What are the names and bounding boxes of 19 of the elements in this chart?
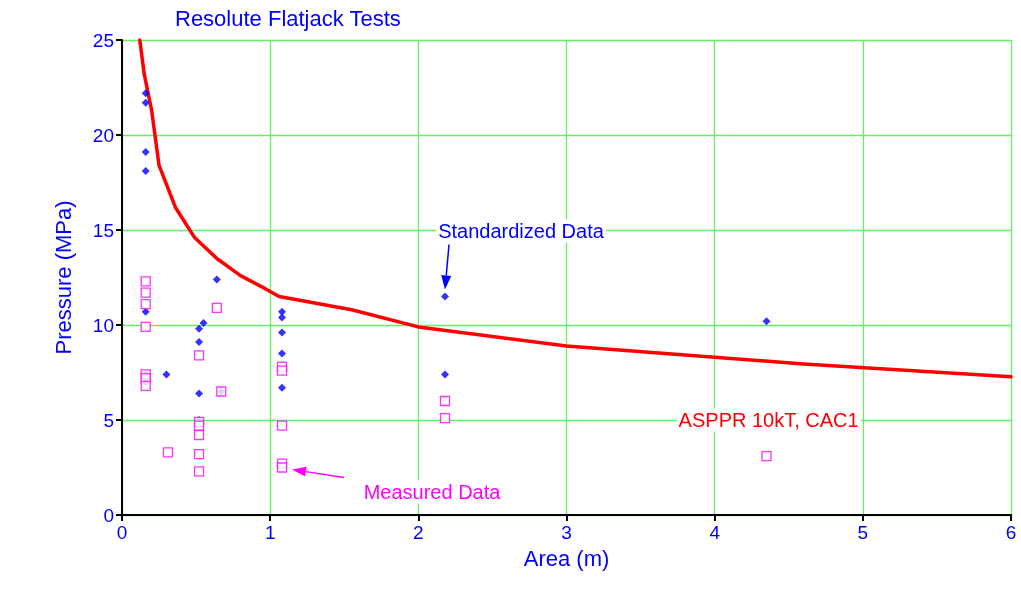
y-tick-label: 15 [92,219,114,241]
chart-title: Resolute Flatjack Tests [175,5,401,31]
x-tick-label: 5 [857,522,869,543]
text: ASPPR 10kT, CAC1 [676,408,861,432]
x-axis-title: Area (m) [523,545,610,571]
y-tick-label: 25 [92,29,114,51]
y-tick-label: 5 [103,409,114,431]
x-tick-label: 1 [264,522,276,543]
y-tick-label: 10 [92,314,114,336]
y-tick-label: 20 [92,124,114,146]
x-tick-label: 3 [561,522,572,543]
text: Standardized Data [436,219,606,242]
y-tick-label: 0 [103,504,114,526]
x-tick-label: 0 [116,522,128,543]
text: Measured Data [361,480,503,503]
x-tick-label: 6 [1005,522,1017,543]
x-tick-label: 2 [413,522,424,543]
x-tick-label: 4 [709,522,721,543]
y-axis-title: Pressure (MPa) [50,200,76,355]
